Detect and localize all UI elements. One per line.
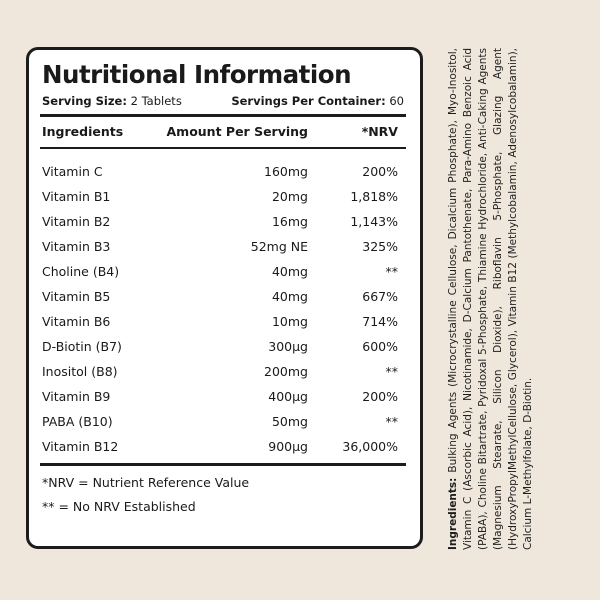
divider-header [40, 147, 406, 149]
nutrient-table: Vitamin C 160mg 200% Vitamin B1 20mg 1,8… [29, 160, 420, 460]
column-header-nrv: *NRV [361, 124, 398, 139]
nutrient-amount: 16mg [271, 214, 308, 229]
nutrient-nrv: 714% [362, 314, 398, 329]
footnote-no-nrv: ** = No NRV Established [42, 499, 196, 514]
nutrient-nrv: 667% [362, 289, 398, 304]
table-row: Vitamin B9 400µg 200% [29, 385, 420, 410]
nutrient-name: Choline (B4) [42, 264, 120, 279]
serving-size-label: Serving Size: [42, 94, 127, 108]
footnote-nrv: *NRV = Nutrient Reference Value [42, 475, 250, 490]
nutrient-nrv: ** [385, 264, 399, 279]
nutrient-amount: 40mg [271, 264, 308, 279]
side-ingredients-text: Ingredients: Bulking Agents (Microcrysta… [446, 48, 572, 550]
footnotes: *NRV = Nutrient Reference Value ** = No … [42, 475, 249, 523]
side-ingredients-panel: Ingredients: Bulking Agents (Microcrysta… [446, 48, 572, 550]
table-row: PABA (B10) 50mg ** [29, 410, 420, 435]
table-row: Choline (B4) 40mg ** [29, 260, 420, 285]
nutrient-name: Vitamin B3 [42, 239, 111, 254]
nutrient-name: Vitamin C [42, 164, 103, 179]
nutrient-amount: 40mg [271, 289, 308, 304]
side-ingredients-label: Ingredients: [447, 477, 459, 550]
nutrient-amount: 50mg [271, 414, 308, 429]
nutrient-name: Vitamin B1 [42, 189, 111, 204]
nutrient-amount: 900µg [268, 439, 308, 454]
nutrient-amount: 52mg NE [250, 239, 308, 254]
table-row: Vitamin B1 20mg 1,818% [29, 185, 420, 210]
nutrient-nrv: 200% [362, 389, 398, 404]
nutrient-name: PABA (B10) [42, 414, 113, 429]
table-row: Vitamin B6 10mg 714% [29, 310, 420, 335]
nutrient-nrv: ** [385, 414, 399, 429]
nutrient-nrv: 1,143% [350, 214, 398, 229]
side-ingredients-body: Bulking Agents (Microcrystalline Cellulo… [447, 48, 534, 550]
divider-top [40, 114, 406, 117]
nutrient-amount: 10mg [271, 314, 308, 329]
nutrient-name: D-Biotin (B7) [42, 339, 122, 354]
servings-per-container-label: Servings Per Container: [231, 94, 386, 108]
serving-info: Serving Size: 2 Tablets Servings Per Con… [42, 94, 404, 110]
nutrient-name: Vitamin B5 [42, 289, 111, 304]
nutrient-amount: 20mg [271, 189, 308, 204]
nutrient-nrv: 200% [362, 164, 398, 179]
nutrient-name: Vitamin B2 [42, 214, 111, 229]
servings-per-container-value: 60 [389, 94, 404, 108]
table-row: D-Biotin (B7) 300µg 600% [29, 335, 420, 360]
table-row: Vitamin B3 52mg NE 325% [29, 235, 420, 260]
table-row: Vitamin B5 40mg 667% [29, 285, 420, 310]
servings-per-container: Servings Per Container: 60 [231, 94, 404, 108]
table-row: Vitamin B2 16mg 1,143% [29, 210, 420, 235]
nutrient-nrv: 1,818% [350, 189, 398, 204]
nutrient-amount: 400µg [268, 389, 308, 404]
nutrient-amount: 300µg [268, 339, 308, 354]
panel-title: Nutritional Information [42, 60, 352, 89]
divider-footer [40, 463, 406, 466]
nutrient-nrv: 325% [362, 239, 398, 254]
nutrient-nrv: 600% [362, 339, 398, 354]
table-row: Vitamin C 160mg 200% [29, 160, 420, 185]
serving-size-value: 2 Tablets [130, 94, 182, 108]
nutrition-panel: Nutritional Information Serving Size: 2 … [26, 47, 423, 549]
column-header-ingredients: Ingredients [42, 124, 124, 139]
nutrient-name: Vitamin B9 [42, 389, 111, 404]
nutrient-amount: 200mg [264, 364, 308, 379]
nutrient-nrv: 36,000% [342, 439, 398, 454]
nutrient-nrv: ** [385, 364, 399, 379]
nutrient-amount: 160mg [264, 164, 308, 179]
column-header-amount: Amount Per Serving [166, 124, 309, 139]
nutrient-name: Vitamin B6 [42, 314, 111, 329]
nutrient-name: Inositol (B8) [42, 364, 118, 379]
table-row: Vitamin B12 900µg 36,000% [29, 435, 420, 460]
table-row: Inositol (B8) 200mg ** [29, 360, 420, 385]
nutrient-name: Vitamin B12 [42, 439, 119, 454]
serving-size: Serving Size: 2 Tablets [42, 94, 182, 108]
